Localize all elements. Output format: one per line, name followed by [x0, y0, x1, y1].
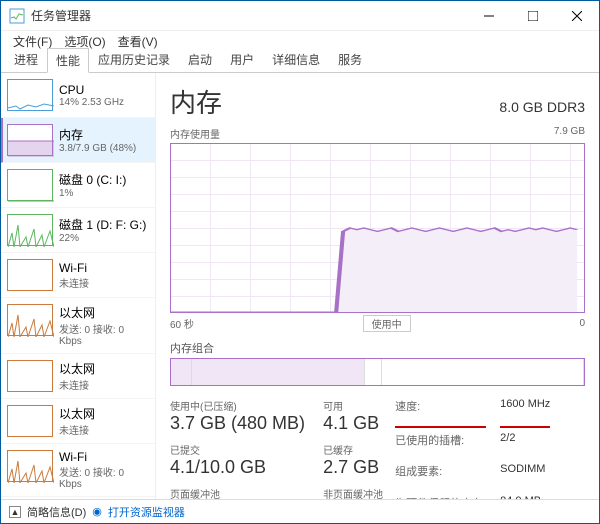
- sidebar-sub: 3.8/7.9 GB (48%): [59, 143, 136, 154]
- titlebar[interactable]: 任务管理器: [1, 1, 599, 31]
- composition-segment: [192, 359, 365, 385]
- stat-right-label: 为硬件保留的内存:: [395, 495, 486, 500]
- stat-block: 页面缓冲池376 MB: [170, 486, 305, 499]
- resource-monitor-link[interactable]: 打开资源监视器: [108, 504, 185, 520]
- sidebar-thumb: [7, 304, 53, 336]
- sidebar-thumb: [7, 450, 53, 482]
- tab[interactable]: 启动: [179, 47, 221, 72]
- tab[interactable]: 用户: [221, 47, 263, 72]
- sidebar-sub: 未连接: [59, 377, 95, 392]
- sidebar-item[interactable]: 以太网未连接: [1, 399, 155, 444]
- sidebar-sub: 未连接: [59, 275, 89, 290]
- sidebar-item[interactable]: 内存3.8/7.9 GB (48%): [1, 118, 155, 163]
- close-button[interactable]: [555, 1, 599, 31]
- stat-label: 可用: [323, 398, 385, 413]
- sidebar-label: Wi-Fi: [59, 261, 89, 275]
- stat-block: 可用4.1 GB: [323, 398, 385, 434]
- tabbar: 进程性能应用历史记录启动用户详细信息服务: [1, 51, 599, 73]
- sidebar-item[interactable]: Wi-Fi未连接: [1, 253, 155, 298]
- sidebar-label: 磁盘 0 (C: I:): [59, 171, 126, 188]
- sidebar-item[interactable]: CPU14% 2.53 GHz: [1, 73, 155, 118]
- page-title: 内存: [170, 83, 222, 120]
- sidebar: CPU14% 2.53 GHz内存3.8/7.9 GB (48%)磁盘 0 (C…: [1, 73, 156, 499]
- sidebar-sub: 发送: 0 接收: 0 Kbps: [59, 464, 149, 490]
- usage-mode-button[interactable]: 使用中: [363, 315, 411, 332]
- tab[interactable]: 进程: [5, 47, 47, 72]
- sidebar-label: 以太网: [59, 360, 95, 377]
- tab[interactable]: 服务: [329, 47, 371, 72]
- chart-max: 7.9 GB: [554, 126, 585, 141]
- sidebar-thumb: [7, 259, 53, 291]
- task-manager-window: 任务管理器 文件(F)选项(O)查看(V) 进程性能应用历史记录启动用户详细信息…: [0, 0, 600, 524]
- composition-segment: [365, 359, 382, 385]
- stat-right-label: 已使用的插槽:: [395, 432, 486, 460]
- tab[interactable]: 性能: [47, 48, 89, 73]
- memory-spec: 8.0 GB DDR3: [499, 99, 585, 115]
- window-title: 任务管理器: [31, 7, 467, 24]
- statusbar: ▲ 简略信息(D) ◉ 打开资源监视器: [1, 499, 599, 523]
- sidebar-thumb: [7, 79, 53, 111]
- stat-block: 已缓存2.7 GB: [323, 442, 385, 478]
- stat-right-value: 84.9 MB: [500, 495, 550, 500]
- composition-label: 内存组合: [170, 340, 585, 356]
- sidebar-thumb: [7, 214, 53, 246]
- sidebar-label: 以太网: [59, 405, 95, 422]
- stat-right-label: 速度:: [395, 398, 486, 428]
- x-axis-right: 0: [579, 318, 585, 329]
- sidebar-item[interactable]: Wi-Fi发送: 0 接收: 0 Kbps: [1, 444, 155, 497]
- stat-right-value: 1600 MHz: [500, 398, 550, 428]
- tab[interactable]: 详细信息: [263, 47, 329, 72]
- stat-value: 2.7 GB: [323, 457, 385, 478]
- stat-label: 非页面缓冲池: [323, 486, 385, 499]
- sidebar-sub: 22%: [59, 233, 146, 244]
- stat-block: 已提交4.1/10.0 GB: [170, 442, 305, 478]
- expand-icon[interactable]: ▲: [9, 506, 21, 518]
- main-panel: 内存 8.0 GB DDR3 内存使用量 7.9 GB 60 秒 使用中 0: [156, 73, 599, 499]
- composition-bar[interactable]: [170, 358, 585, 386]
- stat-label: 已提交: [170, 442, 305, 457]
- stat-value: 3.7 GB (480 MB): [170, 413, 305, 434]
- detail-toggle[interactable]: 简略信息(D): [27, 504, 86, 520]
- sidebar-sub: 1%: [59, 188, 126, 199]
- sidebar-thumb: [7, 405, 53, 437]
- tab[interactable]: 应用历史记录: [89, 47, 179, 72]
- sidebar-sub: 14% 2.53 GHz: [59, 97, 124, 108]
- stats-right: 速度: 1600 MHz 已使用的插槽: 2/2 组成要素: SODIMM 为硬件保留的内存…: [395, 398, 550, 499]
- sidebar-label: Wi-Fi: [59, 450, 149, 464]
- stats-left: 使用中(已压缩)3.7 GB (480 MB) 可用4.1 GB 已提交4.1/10…: [170, 398, 385, 499]
- sidebar-thumb: [7, 124, 53, 156]
- memory-chart[interactable]: [170, 143, 585, 313]
- sidebar-item[interactable]: 磁盘 1 (D: F: G:)22%: [1, 208, 155, 253]
- stat-label: 页面缓冲池: [170, 486, 305, 499]
- sidebar-label: 内存: [59, 126, 136, 143]
- stat-block: 非页面缓冲池216 MB: [323, 486, 385, 499]
- sidebar-sub: 发送: 0 接收: 0 Kbps: [59, 321, 149, 347]
- app-icon: [9, 8, 25, 24]
- sidebar-thumb: [7, 169, 53, 201]
- sidebar-item[interactable]: 以太网未连接: [1, 354, 155, 399]
- stat-value: 4.1/10.0 GB: [170, 457, 305, 478]
- minimize-button[interactable]: [467, 1, 511, 31]
- sidebar-label: 以太网: [59, 304, 149, 321]
- composition-segment: [382, 359, 584, 385]
- sidebar-label: CPU: [59, 83, 124, 97]
- stat-right-label: 组成要素:: [395, 463, 486, 491]
- sidebar-item[interactable]: 磁盘 0 (C: I:)1%: [1, 163, 155, 208]
- maximize-button[interactable]: [511, 1, 555, 31]
- stat-label: 使用中(已压缩): [170, 398, 305, 413]
- chart-label: 内存使用量: [170, 126, 220, 141]
- sidebar-item[interactable]: 以太网发送: 0 接收: 0 Kbps: [1, 298, 155, 354]
- x-axis-left: 60 秒: [170, 316, 194, 331]
- stat-block: 使用中(已压缩)3.7 GB (480 MB): [170, 398, 305, 434]
- stat-right-value: 2/2: [500, 432, 550, 460]
- stat-label: 已缓存: [323, 442, 385, 457]
- stat-right-value: SODIMM: [500, 463, 550, 491]
- composition-segment: [171, 359, 192, 385]
- sidebar-thumb: [7, 360, 53, 392]
- sidebar-sub: 未连接: [59, 422, 95, 437]
- sidebar-label: 磁盘 1 (D: F: G:): [59, 216, 146, 233]
- stat-value: 4.1 GB: [323, 413, 385, 434]
